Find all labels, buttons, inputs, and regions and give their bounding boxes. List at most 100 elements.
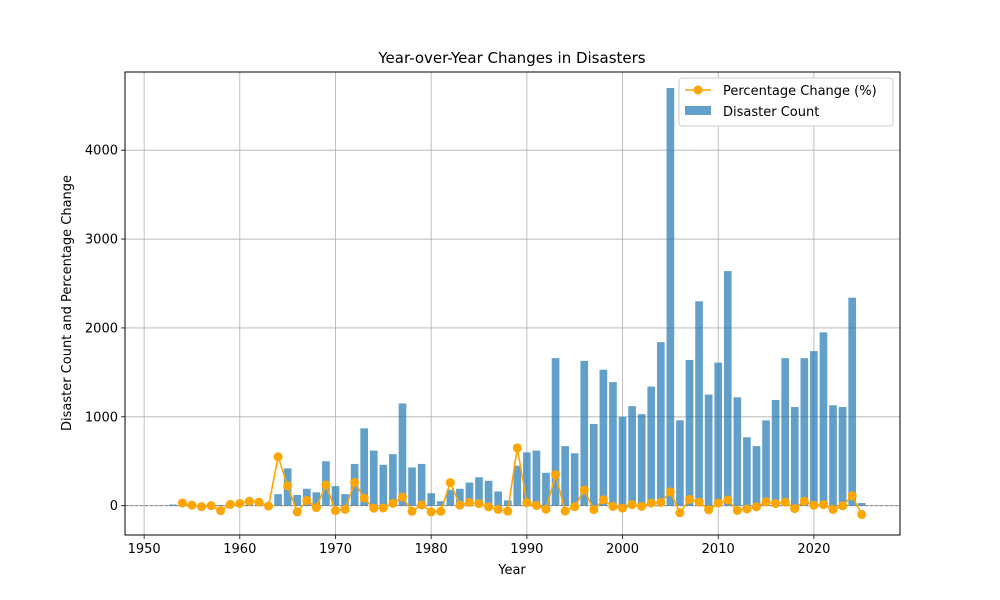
bar (408, 467, 416, 506)
x-tick-label: 2000 (606, 542, 639, 557)
bar (580, 360, 589, 506)
bar (857, 503, 866, 506)
x-tick-label: 1990 (510, 542, 543, 557)
line-point (771, 499, 781, 509)
line-point (474, 499, 484, 509)
legend-label-percentage: Percentage Change (%) (723, 84, 877, 99)
bar (360, 428, 369, 506)
legend-label-count: Disaster Count (723, 105, 819, 120)
bar (723, 271, 732, 506)
bar (484, 480, 493, 506)
bar (513, 465, 522, 506)
bar (618, 416, 627, 506)
x-axis-ticks: 1950 1960 1970 1980 1990 2000 2010 2020 (128, 535, 830, 557)
line-point (522, 498, 532, 508)
legend-box (678, 77, 894, 127)
bar (819, 332, 828, 506)
line-point (857, 509, 867, 519)
legend-bar-swatch (685, 106, 711, 115)
bar (436, 501, 445, 506)
line-point (350, 477, 360, 487)
y-tick-label: 4000 (85, 144, 118, 159)
bar (704, 394, 713, 506)
line-point (761, 497, 771, 507)
bar (456, 488, 464, 506)
line-point (206, 501, 216, 511)
bar (829, 405, 837, 506)
plot-frame (124, 71, 901, 536)
line-point (378, 503, 388, 513)
bar (532, 450, 541, 506)
bar (379, 464, 388, 506)
bar (771, 399, 780, 506)
line-point (311, 503, 321, 513)
line-point (589, 505, 599, 515)
line-point (321, 480, 331, 490)
legend: Percentage Change (%) Disaster Count (678, 77, 894, 127)
line-point (464, 497, 474, 507)
line-point (541, 504, 551, 514)
bar (590, 423, 598, 506)
line-point (455, 500, 465, 510)
line-point (598, 495, 608, 505)
bar (609, 382, 617, 506)
bar (714, 362, 723, 506)
line-point (359, 493, 369, 503)
bar (542, 472, 550, 506)
line-point (503, 506, 513, 516)
y-tick-label: 3000 (85, 233, 118, 248)
line-point (847, 491, 857, 501)
line-point (264, 501, 274, 511)
line-point (302, 496, 312, 506)
x-tick-label: 2020 (797, 542, 830, 557)
bar (465, 482, 474, 506)
bar (647, 386, 656, 506)
bar-series (169, 87, 866, 506)
y-axis-ticks: 0 1000 2000 3000 4000 (85, 144, 125, 514)
line-point (579, 485, 589, 495)
bar (599, 369, 608, 506)
bar (561, 446, 569, 506)
line-series (177, 443, 867, 519)
line-point (646, 498, 656, 508)
line-point (225, 499, 235, 509)
line-point (216, 506, 226, 516)
bar (733, 397, 742, 506)
line-point (445, 478, 455, 488)
bar (331, 486, 340, 506)
bar (637, 414, 646, 506)
line-point (426, 507, 436, 517)
bar (656, 342, 665, 506)
line-point (742, 504, 752, 514)
line-point (531, 500, 541, 510)
line-point (493, 504, 503, 514)
bar (312, 492, 321, 506)
y-tick-label: 0 (110, 499, 118, 514)
line-point (751, 502, 761, 512)
line-point (694, 497, 704, 507)
line-point (244, 496, 254, 506)
bar (810, 351, 818, 506)
line-point (340, 504, 350, 514)
line-point (713, 498, 723, 508)
gridlines (125, 72, 900, 535)
bar (389, 454, 397, 506)
bar (762, 420, 770, 506)
line-point (637, 501, 647, 511)
bar (417, 463, 426, 506)
line-point (417, 500, 427, 510)
bar (676, 420, 684, 506)
bar (398, 403, 407, 506)
bar (743, 437, 751, 506)
line-point (177, 498, 187, 508)
y-tick-label: 2000 (85, 321, 118, 336)
line-point (618, 503, 628, 513)
line-point (665, 487, 675, 497)
bar (781, 358, 790, 506)
bar (570, 453, 579, 506)
bar (274, 494, 282, 506)
line-point (838, 501, 848, 511)
x-tick-label: 1950 (128, 542, 161, 557)
legend-marker-swatch (693, 85, 703, 95)
